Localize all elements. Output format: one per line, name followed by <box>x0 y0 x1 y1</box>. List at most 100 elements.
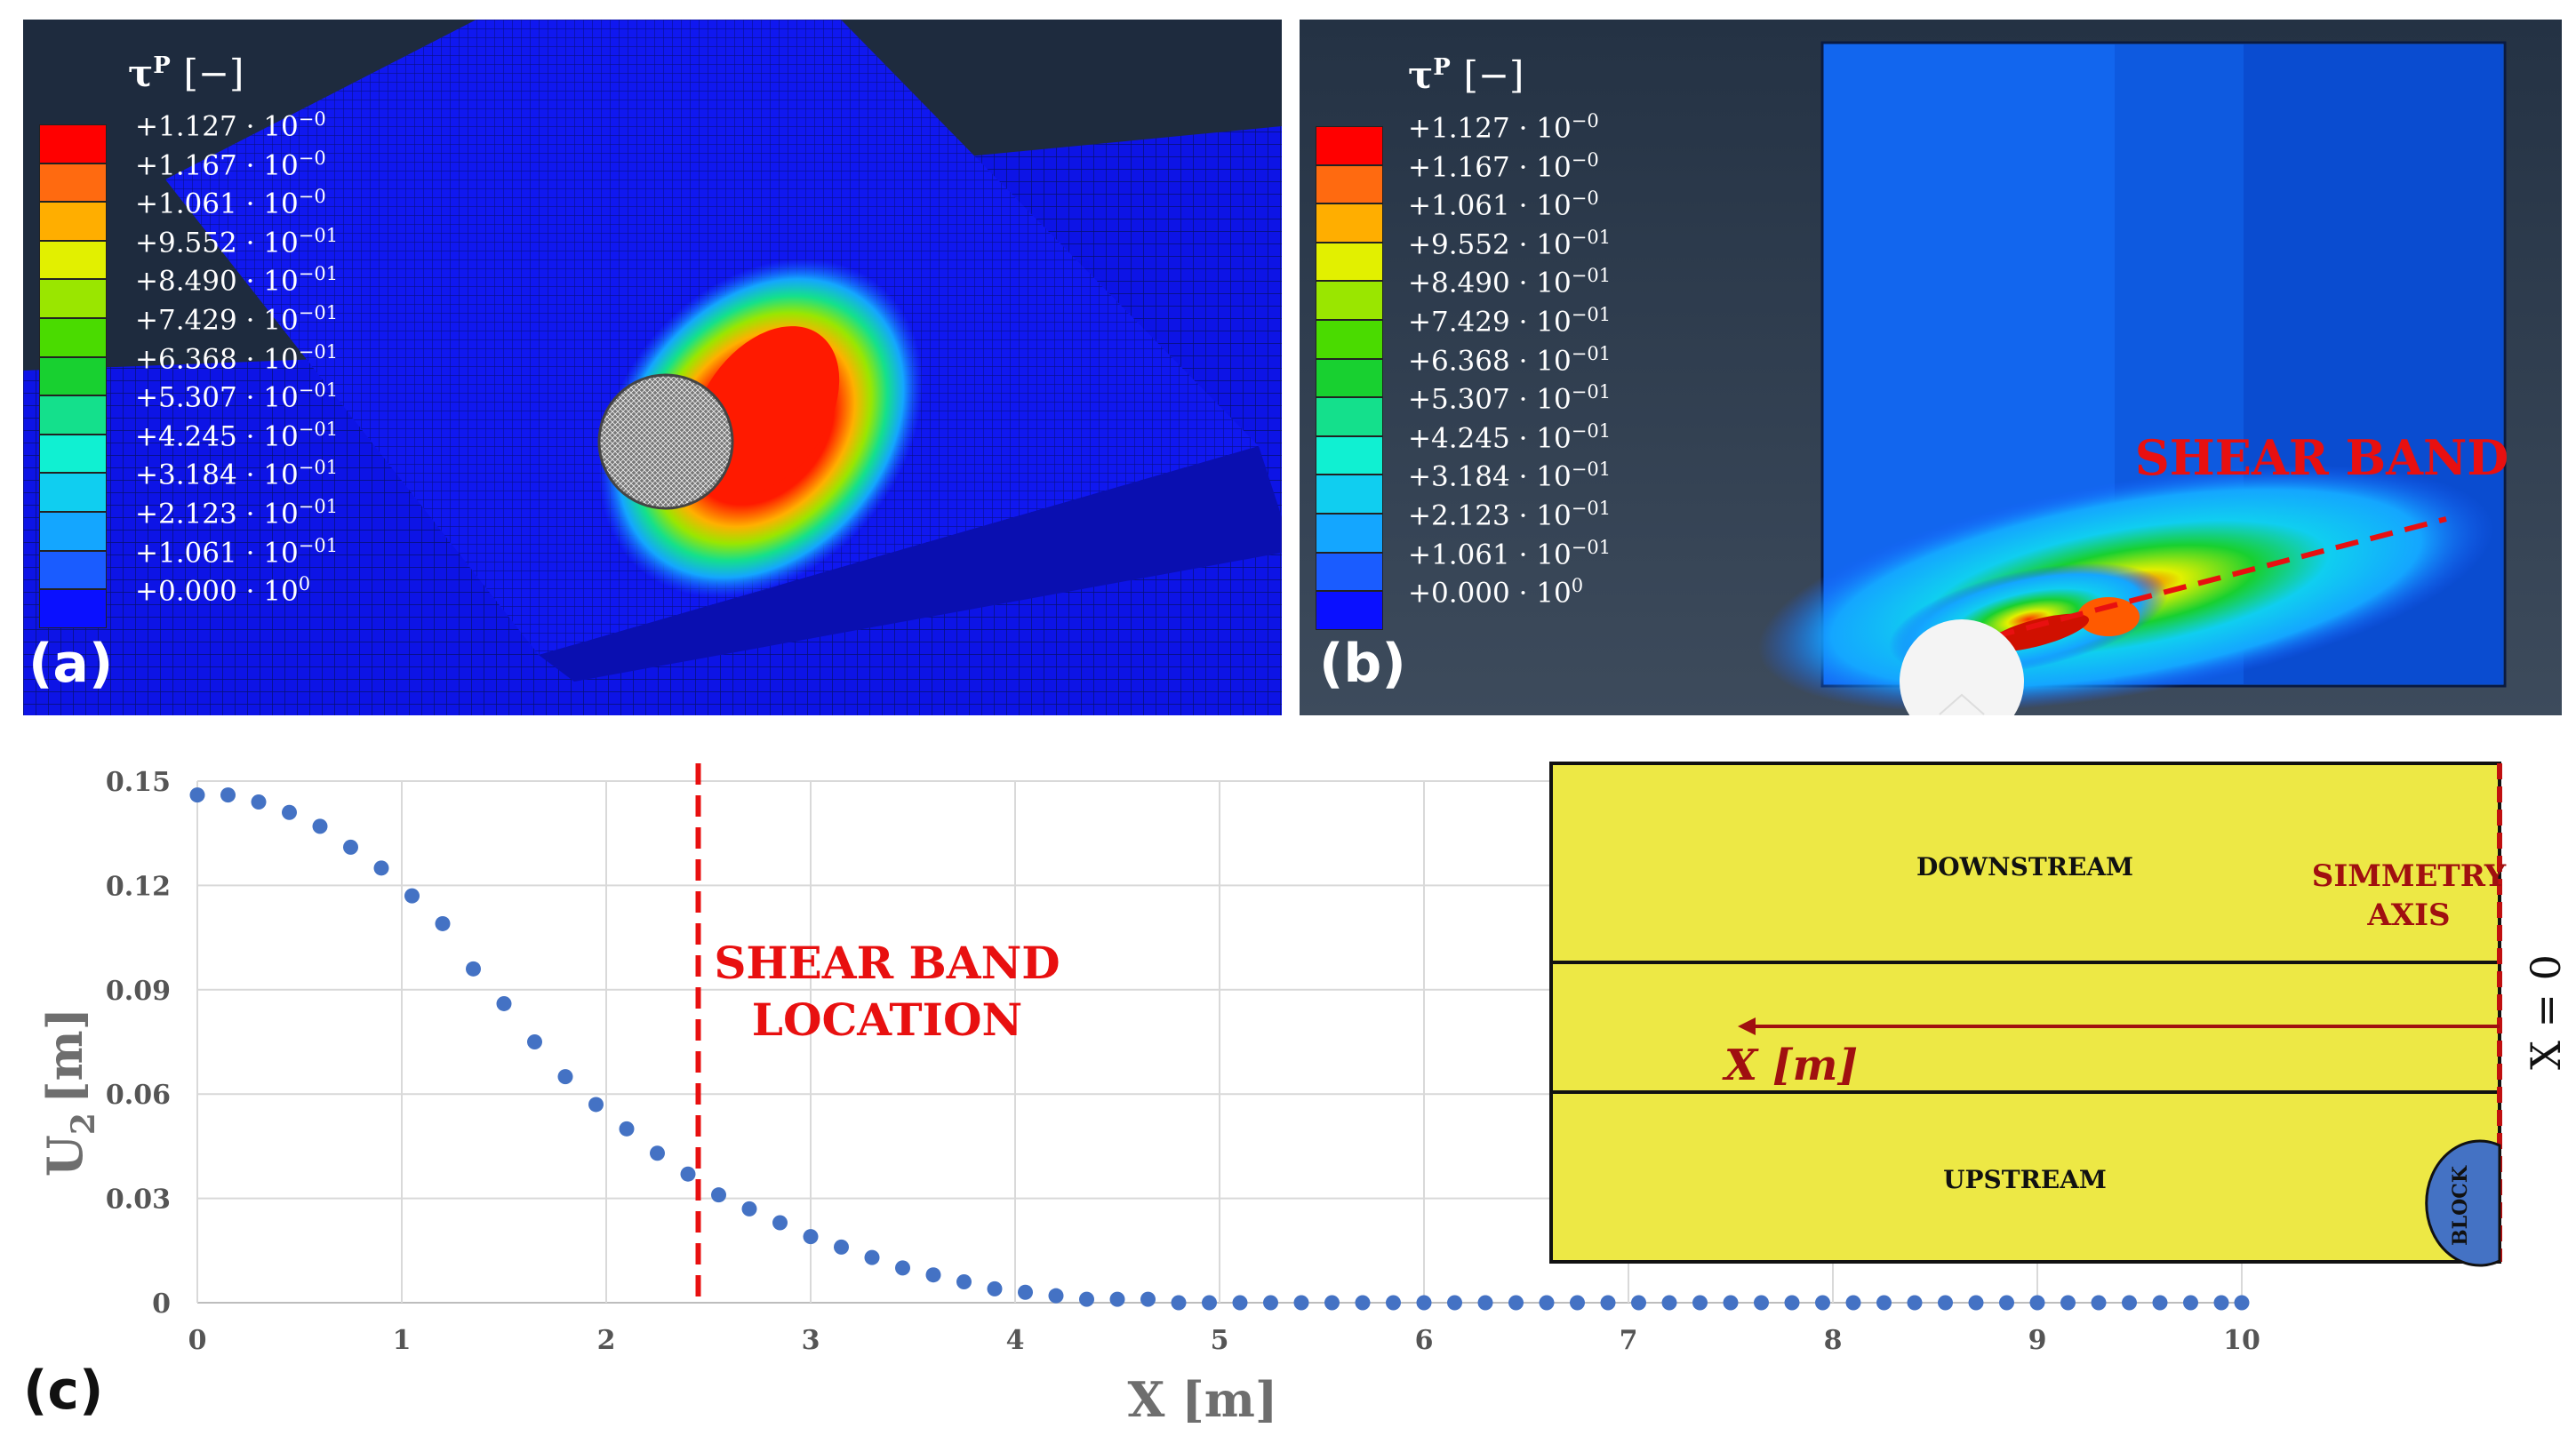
x-tick-labels: 0 1 2 3 4 5 6 7 8 9 10 <box>188 1325 2260 1356</box>
legend-title-b: τP [−] <box>1408 53 1524 97</box>
legend-superscript-a: P <box>153 52 171 79</box>
data-point <box>2152 1295 2168 1311</box>
data-point <box>1018 1284 1033 1300</box>
arrow-head-icon <box>1738 1017 1756 1035</box>
shear-band-annotation-line2: LOCATION <box>752 993 1022 1046</box>
data-point <box>1232 1295 1248 1311</box>
data-point <box>557 1069 573 1085</box>
colorbar-swatch <box>39 240 107 280</box>
x-tick-label: 0 <box>188 1325 207 1356</box>
data-point <box>1293 1295 1309 1311</box>
data-point <box>1876 1295 1892 1311</box>
colorbar-swatch <box>39 279 107 318</box>
colorbar-swatch <box>1316 358 1383 398</box>
svg-text:U2[m]: U2 [m] <box>36 1008 102 1177</box>
colorbar-swatch <box>39 550 107 590</box>
data-point <box>404 888 420 904</box>
data-point <box>711 1187 726 1203</box>
colorbar-swatch <box>39 589 107 628</box>
y-axis-label-unit: [m] <box>36 1008 93 1104</box>
data-point <box>343 839 358 855</box>
y-tick-label: 0.06 <box>106 1080 171 1111</box>
y-tick-label: 0.03 <box>106 1185 171 1216</box>
data-point <box>2213 1295 2229 1311</box>
y-tick-labels: 0 0.03 0.06 0.09 0.12 0.15 <box>106 767 171 1320</box>
colorbar-swatch <box>1316 281 1383 320</box>
data-point <box>220 787 236 803</box>
legend-symbol-b: τ <box>1408 53 1434 97</box>
colorbar-label: +6.368 · 10−01 <box>135 340 339 375</box>
colorbar-label: +8.490 · 10−01 <box>1408 265 1612 299</box>
colorbar-swatch <box>1316 126 1383 165</box>
data-point <box>588 1097 604 1113</box>
data-point <box>2183 1295 2198 1311</box>
data-point <box>772 1215 788 1231</box>
y-tick-label: 0.09 <box>106 976 171 1007</box>
x-tick-label: 7 <box>1620 1325 1638 1356</box>
displacement-chart: 0 0.03 0.06 0.09 0.12 0.15 0 1 2 3 4 5 6 7 8 9 10 SHEAR… <box>36 762 2570 1428</box>
data-point <box>2029 1295 2045 1311</box>
colorbar-label: +2.123 · 10−01 <box>1408 498 1612 532</box>
downstream-label: DOWNSTREAM <box>1916 852 2133 882</box>
data-point <box>435 915 451 931</box>
data-point <box>1845 1295 1861 1311</box>
data-point <box>1631 1295 1646 1311</box>
shear-band-annotation-b: SHEAR BAND <box>2135 429 2508 486</box>
data-point <box>1508 1295 1524 1311</box>
colorbar-swatch <box>1316 242 1383 282</box>
data-point <box>189 787 205 803</box>
data-point <box>741 1201 757 1217</box>
data-point <box>527 1034 542 1049</box>
colorbar-label: +7.429 · 10−01 <box>1408 304 1612 339</box>
data-point <box>1048 1288 1064 1304</box>
x-axis-label: X [m] <box>1128 1371 1278 1428</box>
x-tick-label: 8 <box>1824 1325 1843 1356</box>
colorbar-swatch <box>1316 552 1383 592</box>
colorbar-label: +1.061 · 10−01 <box>135 534 339 569</box>
data-point <box>1692 1295 1708 1311</box>
colorbar-swatch <box>1316 203 1383 243</box>
data-point <box>373 860 389 876</box>
data-point <box>2234 1295 2250 1311</box>
data-point <box>2091 1295 2107 1311</box>
u2-series <box>189 787 2250 1311</box>
colorbar-label: +0.000 · 100 <box>1408 575 1584 610</box>
x-zero-label: X = 0 <box>2522 954 2570 1070</box>
colorbar-swatch <box>39 356 107 396</box>
colorbar-b <box>1316 126 1383 630</box>
colorbar-label: +4.245 · 10−01 <box>135 418 339 453</box>
legend-unit-b: [−] <box>1463 53 1524 97</box>
data-point <box>1140 1291 1156 1307</box>
panel-label-b: (b) <box>1319 633 1406 695</box>
data-point <box>251 794 267 810</box>
data-point <box>466 961 481 977</box>
data-point <box>1539 1295 1555 1311</box>
colorbar-label: +9.552 · 10−01 <box>135 224 339 259</box>
y-axis-label: U2 [m] <box>36 1008 102 1177</box>
x-tick-label: 9 <box>2028 1325 2047 1356</box>
data-point <box>1079 1291 1094 1307</box>
colorbar-label: +4.245 · 10−01 <box>1408 419 1612 455</box>
section-illustration-b: SHEAR BAND <box>1757 41 2508 715</box>
data-point <box>1999 1295 2014 1311</box>
data-point <box>1202 1295 1217 1311</box>
legend-title-a: τP [−] <box>128 52 244 95</box>
colorbar-label: +1.167 · 10−0 <box>135 147 326 181</box>
inset-background <box>1549 762 2501 1264</box>
mesh-illustration-a <box>23 20 1282 715</box>
colorbar-label: +1.127 · 10−0 <box>1408 110 1599 145</box>
data-point <box>1661 1295 1677 1311</box>
colorbar-label: +1.061 · 10−0 <box>135 186 326 220</box>
colorbar-a <box>39 124 107 628</box>
block-label: BLOCK <box>2449 1165 2472 1246</box>
data-point <box>1968 1295 1984 1311</box>
x-tick-label: 2 <box>597 1325 616 1356</box>
data-point <box>1570 1295 1585 1311</box>
data-point <box>864 1249 880 1265</box>
legend-symbol-a: τ <box>128 52 154 95</box>
data-point <box>895 1260 910 1276</box>
colorbar-label: +5.307 · 10−01 <box>135 379 339 414</box>
colorbar-swatch <box>39 317 107 357</box>
colorbar-swatch <box>1316 397 1383 436</box>
panel-b-section-view: SHEAR BAND τP [−] +1.127 · 10−0 +1.167 · … <box>1300 20 2562 715</box>
